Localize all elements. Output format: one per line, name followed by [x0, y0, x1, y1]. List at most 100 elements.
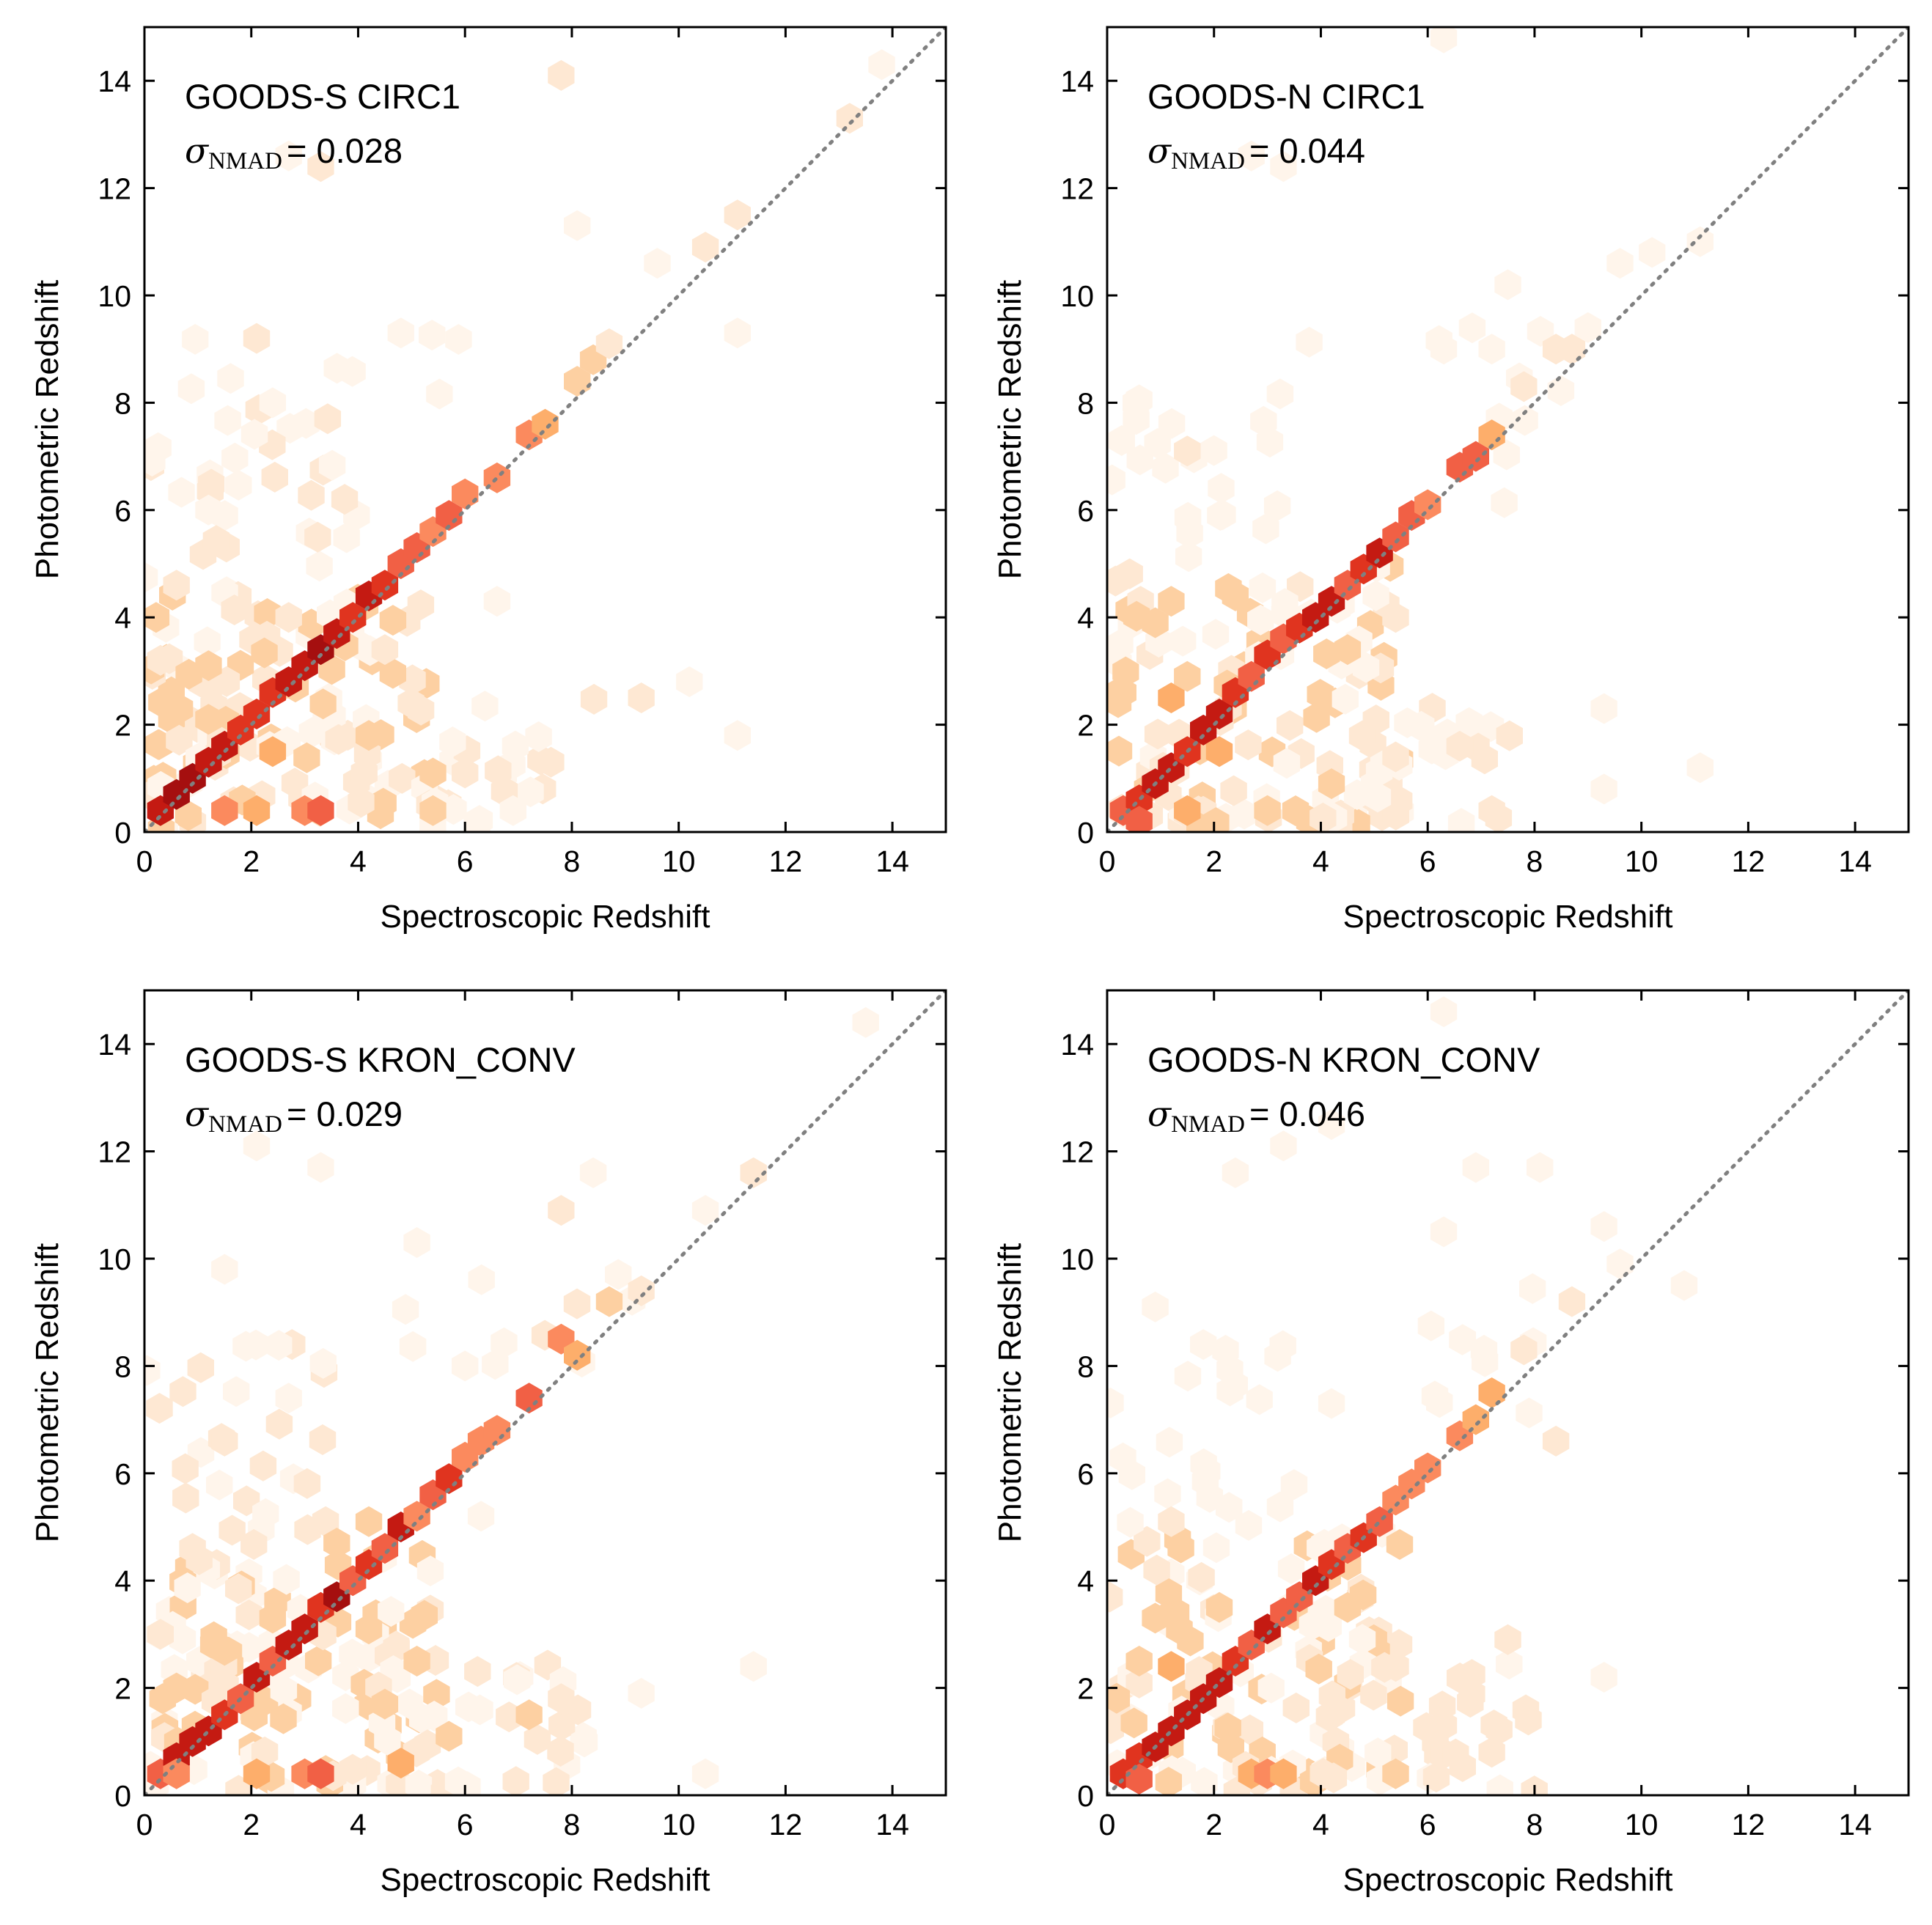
hexbin-cell: [387, 317, 414, 349]
hexbin-cell: [240, 419, 268, 450]
y-tick-label: 8: [1077, 1350, 1094, 1383]
hexbin-cell: [1352, 652, 1380, 683]
hexbin-cell: [275, 1383, 302, 1414]
hexbin-cell: [1447, 1663, 1474, 1693]
hexbin-cell: [1458, 312, 1486, 344]
hexbin-cell: [298, 479, 325, 511]
hexbin-cell: [179, 1533, 206, 1564]
hexbin-cell: [1174, 795, 1201, 826]
hexbin-cell: [1519, 1273, 1546, 1304]
y-tick-label: 0: [1077, 816, 1094, 850]
y-tick-label: 8: [114, 1350, 131, 1383]
hexbin-cell: [1205, 1667, 1233, 1698]
hexbin-cell: [436, 1463, 463, 1495]
hexbin-cell: [1236, 1714, 1263, 1745]
hexbin-cell: [1143, 1554, 1170, 1586]
hexbin-cell: [325, 724, 352, 755]
hexbin-cell: [240, 1528, 268, 1560]
hexbin-cell: [1107, 1682, 1131, 1714]
hexbin-cell: [146, 1393, 173, 1424]
y-tick-label: 6: [1077, 1457, 1094, 1491]
hexbin-cell: [1207, 500, 1234, 531]
hexbin-cell: [1639, 237, 1666, 268]
hexbin-cell: [1107, 1387, 1124, 1418]
hexbin-cell: [1486, 1774, 1513, 1795]
hexbin-cell: [1478, 1377, 1505, 1408]
hexbin-cell: [1273, 748, 1301, 779]
hexbin-cell: [423, 1679, 450, 1710]
hexbin-cell: [403, 1501, 430, 1532]
hexbin-cell: [467, 1501, 495, 1532]
one-to-one-line: [144, 990, 946, 1795]
hexbin-cell: [1382, 521, 1409, 553]
hexbin-cell: [452, 478, 479, 509]
y-tick-label: 2: [114, 709, 131, 743]
hexbin-cell: [403, 1646, 430, 1676]
hexbin-cell: [1175, 541, 1202, 573]
hexbin-cell: [524, 1723, 551, 1755]
panel-title: GOODS-N CIRC1: [1147, 77, 1425, 116]
x-tick-label: 4: [1312, 844, 1329, 878]
hexbin-cell: [371, 570, 399, 601]
y-tick-label: 6: [114, 494, 131, 528]
x-tick-label: 8: [564, 1808, 581, 1841]
hexbin-cell: [309, 688, 337, 720]
hexbin-cell: [1220, 775, 1247, 806]
y-tick-label: 0: [1077, 1779, 1094, 1813]
hexbin-cell: [1200, 435, 1227, 466]
hexbin-cell: [1186, 1656, 1213, 1687]
axes-frame: [143, 989, 947, 1797]
hexbin-cell: [1305, 1653, 1332, 1685]
hexbin-cell: [1142, 607, 1169, 638]
hexbin-cell: [1188, 1561, 1215, 1593]
hexbin-cell: [1246, 1384, 1273, 1416]
hexbin-cell: [564, 1339, 591, 1371]
hexbin-cell: [1318, 1109, 1345, 1140]
hexbin-cell: [333, 522, 360, 553]
hexbin-cell: [740, 1157, 767, 1188]
hexbin-cell: [515, 1699, 543, 1731]
x-tick-label: 8: [564, 844, 581, 878]
hexbin-cell: [1174, 660, 1201, 692]
hexbin-cell: [548, 1195, 575, 1226]
hexbin-cell: [1318, 1388, 1345, 1419]
hexbin-cell: [1108, 425, 1135, 456]
hexbin-cell: [1496, 1649, 1523, 1680]
hexbin-cell: [1154, 1478, 1181, 1509]
hexbin-cell: [1190, 1448, 1217, 1479]
hexbin-cell: [270, 1674, 298, 1706]
hexbin-cell: [1480, 1709, 1507, 1741]
hexbin-cell: [1174, 501, 1202, 533]
hexbin-cell: [579, 1157, 607, 1188]
hexbin-cell: [293, 408, 320, 439]
hexbin-cell: [1190, 1329, 1217, 1361]
hexbin-cell: [1158, 682, 1185, 713]
y-tick-label: 10: [98, 1243, 131, 1276]
hexbin-cell: [1155, 1578, 1183, 1609]
hexbin-cell: [1266, 378, 1294, 410]
hexbin-cell: [1670, 1270, 1698, 1301]
hexbin-cell: [1270, 1758, 1297, 1789]
hexbin-cell: [455, 1691, 482, 1723]
hexbin-cell: [1510, 371, 1538, 402]
hexbin-cell: [1156, 1427, 1183, 1458]
hexbin-cell: [243, 699, 271, 729]
hexbin-cell: [502, 1766, 529, 1795]
hexbin-cell: [1313, 638, 1340, 669]
hexbin-cell: [1107, 735, 1133, 767]
hexbin-cell: [1169, 625, 1197, 657]
hexbin-cell: [371, 1688, 399, 1720]
hexbin-cell: [339, 602, 367, 633]
y-tick-label: 14: [1060, 1028, 1094, 1061]
x-tick-label: 0: [1099, 1808, 1116, 1841]
hexbin-cell: [1542, 1425, 1570, 1457]
hexbin-cell: [1527, 1152, 1554, 1183]
hexbin-cell: [1280, 1469, 1308, 1501]
hexbin-cell: [416, 1556, 444, 1586]
hexbin-cell: [1430, 334, 1458, 365]
hexbin-cell: [1257, 1672, 1285, 1704]
hexbin-cell: [1493, 439, 1520, 471]
hexbin-cell: [331, 484, 359, 515]
hexbin-cell: [1205, 736, 1233, 768]
hexbin-cell: [1125, 1667, 1153, 1698]
